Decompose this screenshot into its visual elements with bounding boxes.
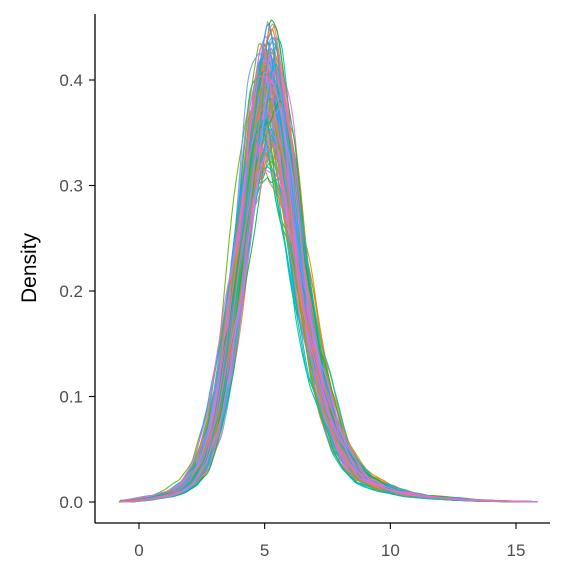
density-curve [123, 130, 520, 503]
density-curves [118, 19, 539, 503]
density-curve [123, 121, 517, 503]
density-curve [121, 23, 524, 503]
density-curve [120, 106, 522, 503]
density-curve [120, 75, 528, 503]
density-curve [125, 109, 513, 502]
density-curve [123, 110, 516, 503]
density-curve [122, 47, 517, 503]
density-curve [124, 70, 518, 502]
density-curve [123, 106, 515, 503]
density-curve [123, 53, 515, 503]
density-curve [120, 98, 518, 502]
density-curve [122, 79, 523, 503]
density-curve [121, 35, 521, 503]
density-curve [120, 42, 516, 502]
y-tick-label: 0.0 [59, 493, 83, 512]
density-curve [120, 67, 519, 503]
density-curve [120, 94, 534, 503]
y-tick-label: 0.3 [59, 177, 83, 196]
density-curve [124, 116, 518, 503]
density-curve [124, 141, 520, 502]
density-curve [121, 87, 528, 503]
density-curve [123, 74, 520, 503]
y-tick-label: 0.4 [59, 71, 83, 90]
density-curve [122, 146, 533, 503]
density-curve [120, 128, 532, 503]
density-curve [121, 23, 512, 502]
x-axis-ticks: 0 5 10 15 [134, 523, 525, 560]
density-curve [120, 113, 530, 503]
density-curve [119, 107, 527, 503]
density-curve [122, 112, 525, 502]
density-curve [125, 117, 532, 503]
density-curve [125, 55, 523, 502]
density-curve [123, 102, 512, 502]
density-curve [122, 134, 534, 503]
density-curve [120, 99, 522, 502]
density-curve [121, 135, 520, 502]
x-tick-label: 5 [260, 541, 269, 560]
density-curve [120, 98, 533, 503]
density-curve [122, 118, 521, 503]
density-curve [121, 82, 520, 502]
x-tick-label: 10 [381, 541, 400, 560]
density-curve [124, 153, 527, 503]
density-curve [126, 72, 527, 503]
density-curve [126, 146, 525, 503]
density-curve [124, 94, 519, 502]
density-curve [122, 70, 518, 503]
y-axis-ticks: 0.0 0.1 0.2 0.3 0.4 [59, 71, 95, 512]
density-curve [125, 75, 517, 502]
density-curve [123, 176, 535, 503]
density-curve [121, 104, 525, 503]
density-curve [124, 69, 515, 502]
density-curve [122, 48, 519, 503]
density-curve [120, 149, 530, 503]
density-curve [124, 97, 531, 503]
density-curve [122, 93, 514, 503]
density-curve [121, 109, 530, 503]
density-curve [122, 131, 533, 503]
density-curve [119, 118, 518, 503]
x-tick-label: 15 [507, 541, 526, 560]
density-curve [124, 95, 530, 503]
density-curve [121, 160, 531, 503]
density-curve [123, 125, 515, 503]
density-curve [121, 58, 522, 503]
density-curve [119, 91, 535, 503]
density-curve [125, 72, 512, 503]
density-curve [123, 126, 517, 502]
density-curve [119, 57, 518, 503]
density-curve [125, 73, 527, 503]
density-curve [118, 118, 532, 503]
density-curve [122, 69, 519, 503]
density-curve [122, 69, 528, 503]
density-curve [121, 162, 536, 503]
density-curve [121, 20, 527, 503]
x-tick-label: 0 [134, 541, 143, 560]
density-curve [121, 63, 516, 503]
density-curve [119, 19, 514, 503]
density-curve [121, 42, 518, 503]
y-tick-label: 0.2 [59, 282, 83, 301]
density-curve [119, 82, 522, 503]
y-tick-label: 0.1 [59, 388, 83, 407]
density-curve [122, 55, 527, 503]
density-curve [124, 54, 526, 503]
density-curve [125, 42, 524, 503]
density-curve [120, 44, 530, 503]
density-curve [125, 97, 519, 503]
density-curve [126, 91, 520, 503]
density-curve [124, 140, 519, 502]
density-curve [122, 100, 512, 502]
density-curve [119, 133, 535, 503]
density-curve [118, 99, 536, 503]
density-curve [124, 94, 523, 503]
density-curve [119, 130, 530, 503]
density-curve [123, 86, 525, 503]
density-curve [119, 153, 523, 503]
y-axis-title: Density [18, 232, 41, 303]
density-curve [125, 69, 515, 502]
